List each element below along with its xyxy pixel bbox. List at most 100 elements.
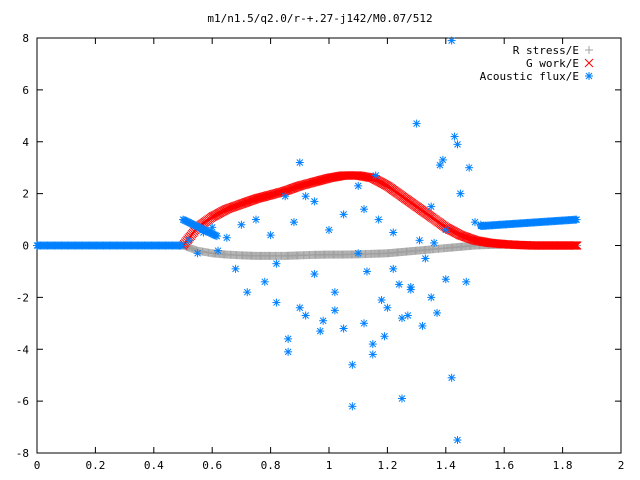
data-point bbox=[296, 181, 306, 190]
data-point bbox=[380, 332, 389, 341]
data-point bbox=[177, 241, 186, 250]
x-tick-label: 1 bbox=[326, 459, 333, 472]
data-point bbox=[208, 223, 217, 232]
data-point bbox=[214, 246, 223, 255]
data-point bbox=[299, 180, 308, 190]
data-point bbox=[242, 197, 252, 207]
y-tick-label: 2 bbox=[22, 188, 29, 201]
data-point bbox=[348, 360, 357, 369]
data-point bbox=[441, 225, 450, 234]
y-tick-label: 0 bbox=[22, 240, 29, 253]
data-series bbox=[33, 36, 582, 445]
x-tick-label: 2 bbox=[618, 459, 625, 472]
data-point bbox=[453, 140, 462, 149]
data-point bbox=[284, 185, 293, 195]
y-tick-label: -6 bbox=[16, 395, 29, 408]
data-point bbox=[462, 233, 472, 242]
data-point bbox=[427, 202, 436, 211]
data-point bbox=[360, 205, 369, 214]
data-point bbox=[362, 267, 371, 276]
data-point bbox=[272, 298, 281, 307]
data-point bbox=[368, 350, 377, 359]
data-point bbox=[466, 234, 475, 244]
data-point bbox=[247, 196, 256, 205]
data-point bbox=[289, 183, 299, 193]
data-point bbox=[231, 264, 240, 273]
data-point bbox=[572, 241, 582, 250]
data-point bbox=[330, 306, 339, 315]
data-point bbox=[461, 232, 471, 242]
data-point bbox=[339, 210, 348, 219]
data-point bbox=[368, 340, 377, 349]
data-point bbox=[456, 189, 465, 198]
data-point bbox=[460, 232, 470, 242]
data-point bbox=[348, 402, 357, 411]
data-point bbox=[301, 179, 311, 189]
data-point bbox=[465, 233, 474, 243]
data-point bbox=[237, 199, 246, 209]
data-point bbox=[568, 241, 578, 250]
data-point bbox=[222, 233, 231, 242]
data-point bbox=[571, 241, 581, 250]
data-point bbox=[286, 184, 296, 194]
data-point bbox=[268, 189, 278, 199]
y-tick-label: 6 bbox=[22, 84, 29, 97]
data-point bbox=[243, 288, 252, 297]
data-point bbox=[339, 324, 348, 333]
y-tick-label: -2 bbox=[16, 291, 29, 304]
data-point bbox=[415, 236, 424, 245]
legend-marker bbox=[584, 58, 594, 68]
data-point bbox=[366, 173, 375, 182]
data-point bbox=[288, 183, 298, 193]
data-point bbox=[295, 158, 304, 167]
data-point bbox=[430, 238, 439, 247]
data-point bbox=[279, 187, 289, 196]
data-point bbox=[289, 218, 298, 227]
data-point bbox=[267, 190, 277, 199]
data-point bbox=[303, 179, 313, 188]
data-point bbox=[300, 180, 310, 189]
data-point bbox=[269, 189, 279, 199]
legend-label: Acoustic flux/E bbox=[480, 70, 579, 83]
data-point bbox=[281, 186, 291, 195]
data-point bbox=[272, 188, 282, 198]
data-point bbox=[398, 394, 406, 403]
data-point bbox=[272, 259, 281, 268]
data-point bbox=[354, 249, 363, 258]
data-point bbox=[292, 182, 301, 192]
data-point bbox=[237, 220, 246, 229]
data-point bbox=[453, 436, 462, 445]
data-point bbox=[465, 163, 474, 172]
data-point bbox=[572, 215, 581, 224]
data-point bbox=[301, 311, 310, 320]
series-acoustic-flux bbox=[33, 36, 581, 445]
data-point bbox=[374, 215, 383, 224]
data-point bbox=[281, 192, 290, 201]
data-point bbox=[287, 184, 297, 193]
data-point bbox=[403, 311, 412, 320]
data-point bbox=[458, 231, 467, 241]
series-g-work bbox=[178, 171, 582, 250]
data-point bbox=[260, 277, 269, 286]
data-point bbox=[447, 36, 456, 45]
data-point bbox=[246, 196, 255, 206]
y-axis: -8 -6 -4 -2 0 2 4 6 8 bbox=[16, 32, 621, 460]
data-point bbox=[199, 228, 208, 237]
y-tick-label: -8 bbox=[16, 447, 29, 460]
data-point bbox=[239, 198, 248, 208]
data-point bbox=[457, 231, 466, 240]
data-point bbox=[377, 295, 386, 304]
x-tick-label: 0 bbox=[34, 459, 41, 472]
data-point bbox=[271, 189, 280, 198]
data-point bbox=[389, 228, 398, 237]
data-point bbox=[570, 241, 580, 250]
data-point bbox=[184, 236, 193, 245]
data-point bbox=[290, 183, 300, 192]
data-point bbox=[427, 293, 436, 302]
data-point bbox=[310, 197, 319, 206]
data-point bbox=[325, 225, 333, 234]
data-point bbox=[238, 199, 247, 208]
data-point bbox=[265, 190, 274, 200]
